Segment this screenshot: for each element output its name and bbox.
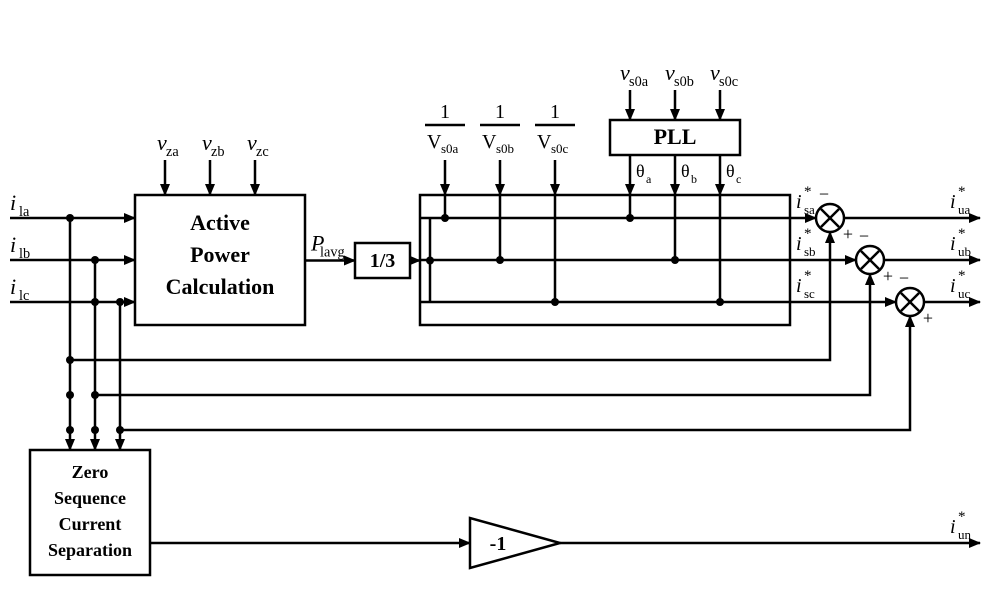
svg-text:s0b: s0b xyxy=(496,141,514,156)
label: b xyxy=(691,172,697,186)
pll-text: PLL xyxy=(654,124,697,149)
svg-text:ub: ub xyxy=(958,244,971,259)
node xyxy=(66,426,74,434)
neg1-text: -1 xyxy=(490,533,507,555)
vzc-label: vzc xyxy=(247,130,269,160)
ila-label: ila xyxy=(10,190,30,220)
svg-text:s0a: s0a xyxy=(441,141,459,156)
inv-a-den: Vs0a xyxy=(427,131,459,156)
inv-c-den: Vs0c xyxy=(537,131,569,156)
svg-text:i: i xyxy=(950,191,956,213)
inv-b-den: Vs0b xyxy=(482,131,514,156)
minus-c: − xyxy=(899,268,909,288)
node xyxy=(66,391,74,399)
svg-text:i: i xyxy=(10,190,16,215)
label: a xyxy=(646,172,652,186)
label: c xyxy=(736,172,741,186)
svg-text:sb: sb xyxy=(804,244,816,259)
ilb-label: ilb xyxy=(10,232,30,262)
neg1-block xyxy=(470,518,560,568)
svg-text:i: i xyxy=(796,233,802,255)
minus-b: − xyxy=(859,226,869,246)
svg-text:i: i xyxy=(796,275,802,297)
plus-b: + xyxy=(883,266,893,286)
svg-text:za: za xyxy=(166,144,179,160)
svg-text:*: * xyxy=(958,226,966,242)
svg-text:s0c: s0c xyxy=(551,141,569,156)
svg-text:V: V xyxy=(482,131,497,153)
svg-text:i: i xyxy=(950,275,956,297)
svg-text:sc: sc xyxy=(804,286,815,301)
svg-text:*: * xyxy=(804,268,812,284)
svg-text:s0c: s0c xyxy=(719,74,738,90)
vzb-label: vzb xyxy=(202,130,225,160)
svg-text:s0b: s0b xyxy=(674,74,694,90)
zero-seq-text: Separation xyxy=(48,540,132,560)
svg-text:i: i xyxy=(796,191,802,213)
zero-seq-text: Current xyxy=(59,514,122,534)
svg-text:zb: zb xyxy=(211,144,225,160)
active-power-text: Active xyxy=(190,210,250,235)
inv-a-num: 1 xyxy=(440,101,450,123)
active-power-text: Calculation xyxy=(166,274,275,299)
svg-text:i: i xyxy=(10,232,16,257)
svg-text:zc: zc xyxy=(256,144,269,160)
svg-text:sa: sa xyxy=(804,202,815,217)
isc-label: isc * xyxy=(796,268,815,301)
node xyxy=(91,426,99,434)
svg-text:i: i xyxy=(10,274,16,299)
iuc-label: iuc * xyxy=(950,268,971,301)
svg-text:lavg: lavg xyxy=(320,245,345,261)
svg-text:*: * xyxy=(804,184,812,200)
inv-c-num: 1 xyxy=(550,101,560,123)
active-power-text: Power xyxy=(190,242,250,267)
plus-a: + xyxy=(843,224,853,244)
plus-c: + xyxy=(923,308,933,328)
minus-a: − xyxy=(819,184,829,204)
theta-b: θ xyxy=(681,161,690,181)
svg-text:*: * xyxy=(958,509,966,525)
node xyxy=(91,298,99,306)
isb-label: isb * xyxy=(796,226,816,259)
theta-a: θ xyxy=(636,161,645,181)
inv-b-num: 1 xyxy=(495,101,505,123)
vs0c-label: vs0c xyxy=(710,60,738,90)
svg-text:i: i xyxy=(950,233,956,255)
svg-text:i: i xyxy=(950,516,956,538)
iua-label: iua * xyxy=(950,184,971,217)
vza-label: vza xyxy=(157,130,179,160)
svg-text:s0a: s0a xyxy=(629,74,649,90)
zero-seq-text: Zero xyxy=(72,462,109,482)
svg-text:V: V xyxy=(427,131,442,153)
isa-label: isa * xyxy=(796,184,815,217)
svg-text:*: * xyxy=(958,268,966,284)
ilc-label: ilc xyxy=(10,274,29,304)
p-lavg-label: Plavg xyxy=(310,231,345,261)
svg-text:ua: ua xyxy=(958,202,971,217)
vs0a-label: vs0a xyxy=(620,60,649,90)
svg-text:un: un xyxy=(958,527,972,542)
theta-c: θ xyxy=(726,161,735,181)
iub-label: iub * xyxy=(950,226,971,259)
one-third-text: 1/3 xyxy=(370,250,396,272)
svg-text:uc: uc xyxy=(958,286,971,301)
vs0b-label: vs0b xyxy=(665,60,694,90)
svg-text:V: V xyxy=(537,131,552,153)
iun-label: iun * xyxy=(950,509,972,542)
svg-text:*: * xyxy=(958,184,966,200)
zero-seq-text: Sequence xyxy=(54,488,126,508)
svg-text:*: * xyxy=(804,226,812,242)
